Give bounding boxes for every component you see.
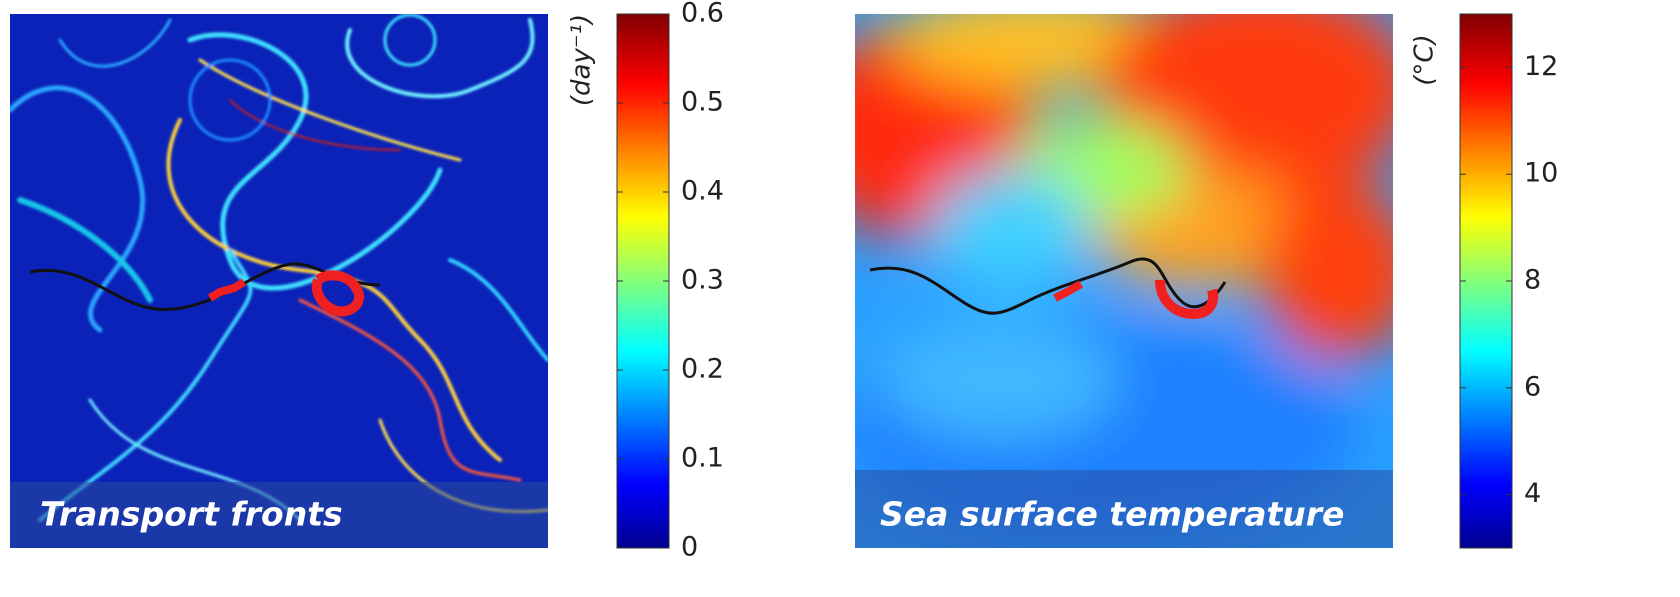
colorbar-tick-label: 6 bbox=[1524, 371, 1541, 402]
colorbar-tick-label: 8 bbox=[1524, 265, 1541, 296]
colorbar-label: (day⁻¹) bbox=[567, 14, 597, 106]
colorbar bbox=[1459, 13, 1513, 549]
colorbar bbox=[616, 13, 670, 549]
colorbar-tick-label: 4 bbox=[1524, 478, 1541, 509]
colorbar-tick-label: 0.2 bbox=[681, 354, 724, 385]
colorbar-tick-label: 10 bbox=[1524, 158, 1558, 189]
colorbar-tick-label: 12 bbox=[1524, 51, 1558, 82]
colorbar-tick-label: 0.5 bbox=[681, 87, 724, 118]
colorbar-tick-label: 0 bbox=[681, 532, 698, 563]
colorbar-tick-label: 0.4 bbox=[681, 176, 724, 207]
colorbar-tick-label: 0.6 bbox=[681, 0, 724, 29]
colorbar-tick-label: 0.3 bbox=[681, 265, 724, 296]
sst-field bbox=[855, 14, 1393, 548]
fronts-field bbox=[10, 14, 548, 548]
panel-title: Sea surface temperature bbox=[880, 495, 1344, 534]
colorbar-tick-label: 0.1 bbox=[681, 443, 724, 474]
colorbar-label: (°C) bbox=[1410, 34, 1440, 85]
panel-title: Transport fronts bbox=[40, 495, 343, 534]
